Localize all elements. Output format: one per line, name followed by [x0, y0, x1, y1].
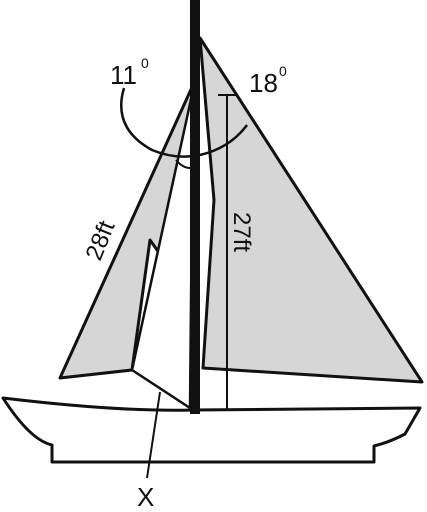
unknown-x-label: X — [137, 482, 154, 512]
right-angle-degree: 0 — [279, 63, 287, 79]
left-angle-degree: 0 — [141, 55, 149, 71]
angle-arc-left — [119, 87, 249, 158]
x-pointer-line — [146, 391, 161, 479]
right-angle-label: 18 — [249, 68, 278, 98]
hull — [1, 396, 422, 464]
main-sail — [198, 36, 424, 384]
angle-arc-small — [175, 159, 199, 169]
mast-height-label: 27ft — [228, 212, 255, 252]
mast — [190, 0, 200, 414]
left-angle-label: 11 — [110, 60, 137, 90]
